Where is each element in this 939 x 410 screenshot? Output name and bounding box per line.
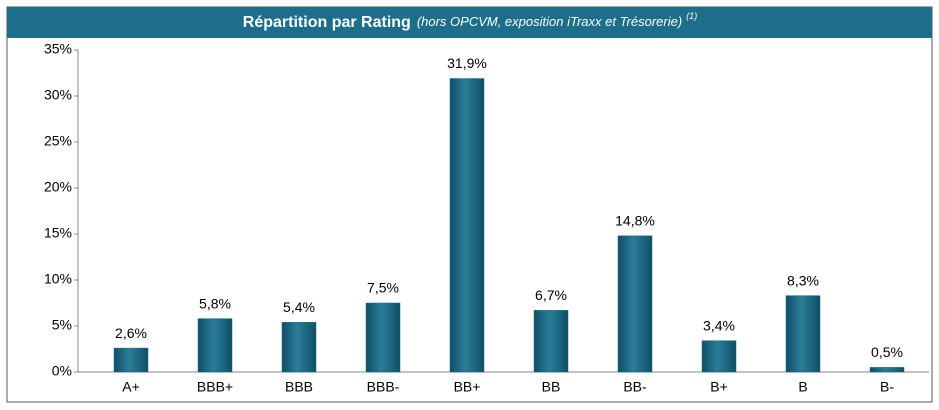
value-label: 6,7% bbox=[535, 287, 567, 303]
x-tick-label: B+ bbox=[710, 379, 728, 395]
chart-title: Répartition par Rating bbox=[243, 14, 411, 31]
bar bbox=[701, 340, 737, 373]
y-tick-label: 15% bbox=[44, 225, 72, 241]
x-tick-label: BBB+ bbox=[197, 379, 233, 395]
x-tick-label: BBB- bbox=[367, 379, 400, 395]
x-tick-label: B- bbox=[880, 379, 894, 395]
x-tick-label: BB+ bbox=[454, 379, 481, 395]
value-label: 0,5% bbox=[871, 344, 903, 360]
x-tick-label: BB bbox=[542, 379, 561, 395]
y-tick-label: 25% bbox=[44, 133, 72, 149]
value-label: 8,3% bbox=[787, 272, 819, 288]
x-tick-label: BB- bbox=[623, 379, 647, 395]
x-tick-label: A+ bbox=[122, 379, 140, 395]
value-label: 31,9% bbox=[447, 55, 487, 71]
bar bbox=[281, 322, 317, 373]
x-tick-label: B bbox=[798, 379, 807, 395]
y-tick-label: 30% bbox=[44, 87, 72, 103]
bar bbox=[365, 302, 401, 373]
y-tick-label: 20% bbox=[44, 179, 72, 195]
x-tick-label: BBB bbox=[285, 379, 313, 395]
value-label: 3,4% bbox=[703, 317, 735, 333]
y-tick-label: 10% bbox=[44, 271, 72, 287]
bar bbox=[113, 347, 149, 373]
bar bbox=[785, 295, 821, 373]
chart-subtitle: (hors OPCVM, exposition iTraxx et Trésor… bbox=[417, 14, 682, 29]
chart-heading: Répartition par Rating (hors OPCVM, expos… bbox=[243, 11, 697, 31]
bar bbox=[869, 367, 905, 373]
value-label: 5,4% bbox=[283, 299, 315, 315]
value-label: 7,5% bbox=[367, 280, 399, 296]
value-label: 2,6% bbox=[115, 325, 147, 341]
y-tick-label: 35% bbox=[44, 41, 72, 57]
bar bbox=[533, 310, 569, 373]
value-label: 5,8% bbox=[199, 295, 231, 311]
title-bar bbox=[7, 7, 932, 38]
bar bbox=[617, 235, 653, 373]
bar bbox=[449, 78, 485, 373]
y-tick-label: 5% bbox=[52, 317, 72, 333]
chart-note: (1) bbox=[686, 11, 697, 21]
y-tick-label: 0% bbox=[52, 363, 72, 379]
bar bbox=[197, 318, 233, 373]
value-label: 14,8% bbox=[615, 213, 655, 229]
